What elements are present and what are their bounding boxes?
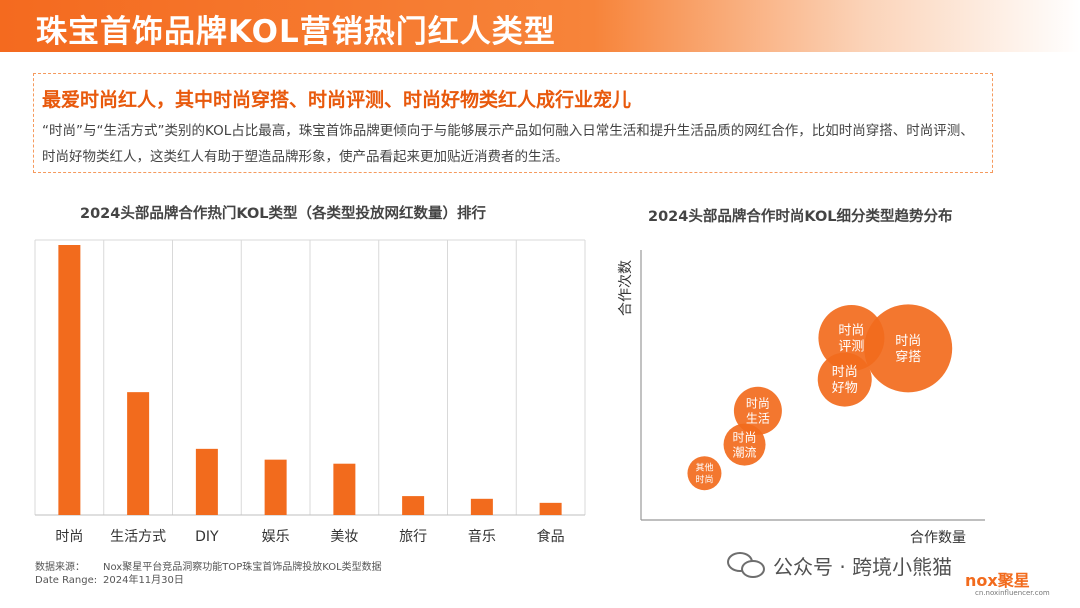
bubble-circle [687, 456, 722, 491]
bubble-label: 时尚好物 [832, 365, 858, 396]
bar-tick-label: 旅行 [399, 529, 427, 545]
bar-时尚 [58, 245, 81, 515]
data-source: 数据来源： Nox聚星平台竞品洞察功能TOP珠宝首饰品牌投放KOL类型数据 Dat… [35, 561, 382, 587]
bubble-label: 其他时尚 [695, 461, 713, 485]
nox-logo: nox聚星 [965, 571, 1030, 590]
bubble-label: 时尚评测 [838, 324, 864, 355]
watermark-text: 公众号 · 跨境小熊猫 [773, 554, 953, 579]
bar-食品 [539, 502, 562, 515]
bar-tick-label: 生活方式 [110, 529, 166, 545]
bubble-point: 时尚穿搭 [864, 304, 953, 393]
bubble-point: 时尚好物 [817, 352, 872, 407]
source-label: 数据来源： [35, 562, 85, 573]
bubble-label: 时尚穿搭 [895, 334, 921, 365]
bar-tick-label: 音乐 [468, 528, 496, 545]
bubble-label: 时尚生活 [746, 397, 770, 426]
bar-chart-title: 2024头部品牌合作热门KOL类型（各类型投放网红数量）排行 [80, 206, 487, 222]
bar-生活方式 [127, 392, 150, 515]
date-range-text: 2024年11月30日 [103, 575, 184, 586]
bar-tick-label: 时尚 [55, 529, 83, 545]
bubble-point: 时尚生活 [733, 386, 782, 435]
title-bar: 珠宝首饰品牌KOL营销热门红人类型 [0, 0, 1080, 52]
callout-body: “时尚”与“生活方式”类别的KOL占比最高，珠宝首饰品牌更倾向于与能够展示产品如… [42, 123, 974, 165]
bubble-point: 其他时尚 [687, 456, 722, 491]
wechat-icon [727, 550, 767, 580]
bar-tick-label: 娱乐 [262, 529, 290, 545]
bar-tick-label: DIY [195, 529, 219, 545]
callout-box: 最爱时尚红人，其中时尚穿搭、时尚评测、时尚好物类红人成行业宠儿 “时尚”与“生活… [33, 73, 993, 173]
bubble-circle [817, 352, 872, 407]
bubble-chart-title: 2024头部品牌合作时尚KOL细分类型趋势分布 [648, 209, 953, 225]
bubble-label: 时尚潮流 [733, 430, 757, 459]
bubble-circle [723, 423, 766, 466]
bubble-y-label: 合作次数 [618, 260, 634, 316]
bubble-circle [733, 386, 782, 435]
callout-headline: 最爱时尚红人，其中时尚穿搭、时尚评测、时尚好物类红人成行业宠儿 [42, 89, 632, 111]
bar-美妆 [333, 463, 356, 515]
bar-音乐 [470, 498, 493, 515]
bubble-x-label: 合作数量 [910, 530, 966, 546]
source-text: Nox聚星平台竞品洞察功能TOP珠宝首饰品牌投放KOL类型数据 [103, 562, 382, 573]
bar-旅行 [402, 496, 425, 515]
date-range-label: Date Range: [35, 575, 98, 586]
bar-DIY [195, 448, 218, 515]
watermark: 公众号 · 跨境小熊猫 [727, 550, 952, 580]
bar-tick-label: 美妆 [330, 529, 358, 545]
page-title: 珠宝首饰品牌KOL营销热门红人类型 [36, 14, 556, 50]
bubble-circle [864, 304, 953, 393]
bar-tick-label: 食品 [537, 528, 565, 545]
bubble-point: 时尚潮流 [723, 423, 766, 466]
nox-url: cn.noxinfluencer.com [975, 589, 1050, 597]
bar-娱乐 [264, 459, 287, 515]
